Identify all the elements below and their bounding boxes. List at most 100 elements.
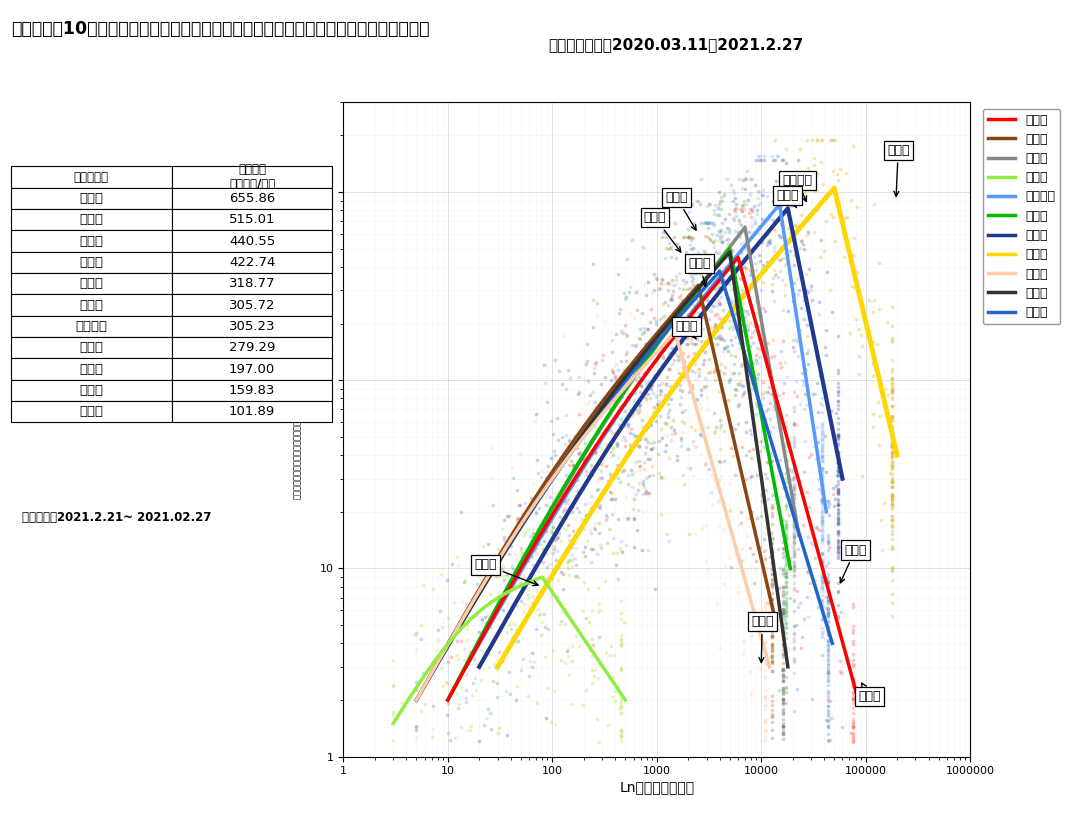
Point (799, 329, 816, 342)
Point (690, 307, 707, 320)
Point (687, 366, 704, 379)
Point (700, 231, 717, 244)
Point (659, 398, 677, 411)
Point (578, 534, 595, 547)
Point (845, 654, 862, 667)
Point (714, 194, 731, 207)
Point (623, 467, 641, 480)
Point (829, 533, 847, 546)
Point (879, 413, 896, 426)
Point (774, 612, 791, 625)
Point (831, 654, 848, 667)
Point (566, 489, 583, 502)
Point (706, 320, 724, 333)
Text: 東京都: 東京都 (887, 144, 909, 196)
Point (582, 542, 600, 555)
Point (640, 387, 657, 400)
Point (720, 552, 738, 565)
Point (521, 568, 538, 581)
Point (517, 526, 534, 539)
Point (756, 654, 774, 667)
Point (777, 543, 795, 556)
Point (710, 496, 727, 509)
Point (829, 517, 847, 530)
Point (688, 372, 705, 385)
Point (655, 429, 673, 442)
Point (611, 662, 629, 675)
Point (732, 245, 750, 258)
Point (751, 254, 768, 267)
Point (829, 547, 847, 560)
Point (764, 194, 782, 207)
Point (813, 576, 831, 589)
Point (693, 520, 711, 533)
Point (646, 582, 664, 595)
Point (884, 514, 901, 527)
Point (845, 735, 862, 748)
Point (477, 552, 495, 565)
Point (570, 371, 588, 384)
Point (584, 663, 602, 676)
Point (581, 394, 598, 407)
Point (581, 465, 598, 479)
Point (740, 268, 758, 281)
Point (812, 155, 829, 169)
Point (752, 150, 770, 163)
Point (602, 486, 619, 499)
Point (698, 200, 715, 213)
Point (459, 622, 476, 636)
Point (884, 453, 901, 466)
Point (777, 537, 795, 551)
Point (741, 317, 759, 330)
Point (605, 402, 622, 415)
Point (692, 197, 710, 210)
Point (714, 333, 731, 346)
Point (610, 542, 628, 555)
Point (499, 605, 517, 618)
Point (652, 388, 669, 401)
Point (586, 357, 604, 371)
Point (794, 366, 811, 380)
Point (567, 536, 584, 549)
Point (720, 222, 738, 236)
Point (625, 428, 642, 441)
Point (744, 547, 762, 560)
Point (689, 305, 706, 318)
Point (813, 461, 831, 474)
Point (782, 492, 799, 506)
Point (777, 522, 795, 535)
Point (613, 375, 630, 389)
Point (547, 560, 565, 573)
Point (593, 458, 610, 471)
Point (667, 308, 685, 321)
Point (786, 488, 803, 501)
Point (774, 685, 791, 698)
Point (786, 521, 803, 534)
Point (635, 382, 653, 395)
Point (767, 267, 785, 281)
Point (756, 658, 774, 671)
Point (723, 334, 740, 347)
Point (560, 470, 578, 483)
Point (756, 503, 774, 516)
Point (557, 429, 574, 442)
Point (774, 626, 791, 639)
Point (884, 587, 901, 600)
Point (884, 480, 901, 493)
Point (751, 249, 768, 262)
Point (699, 287, 716, 300)
Point (884, 459, 901, 472)
Point (845, 681, 862, 694)
Point (727, 308, 744, 321)
Point (578, 464, 595, 477)
Point (537, 465, 555, 478)
Point (759, 471, 776, 484)
Point (763, 630, 780, 643)
Point (531, 523, 548, 536)
Point (813, 485, 831, 498)
Point (774, 625, 791, 638)
Point (412, 704, 429, 717)
Point (658, 276, 676, 290)
Point (577, 450, 594, 463)
Point (802, 537, 820, 550)
